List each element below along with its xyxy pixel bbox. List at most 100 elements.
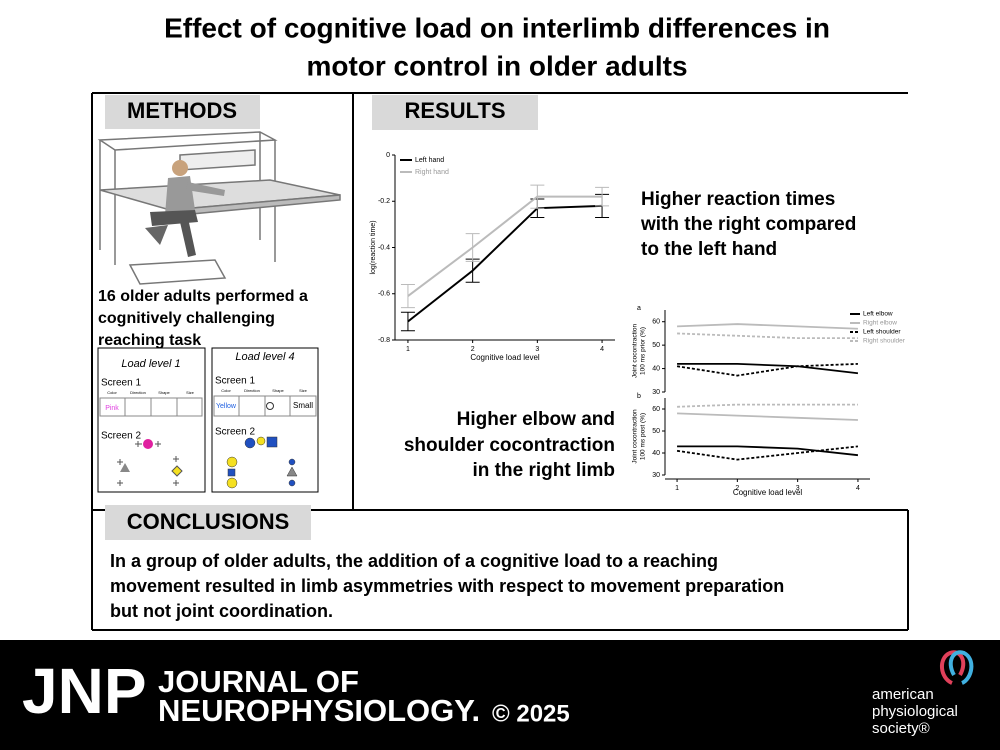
finding-text: shoulder cocontraction — [404, 435, 615, 456]
column-label: Shape — [272, 388, 284, 393]
cue: Small — [293, 401, 313, 410]
title: motor control in older adults — [306, 50, 687, 81]
y-axis-label: 100 ms post (%) — [640, 413, 647, 460]
y-axis-label: 100 ms prior (%) — [640, 327, 647, 375]
y-tick-label: 30 — [652, 472, 660, 479]
conclusion-text: movement resulted in limb asymmetries wi… — [110, 576, 784, 596]
legend-label: Left elbow — [863, 311, 893, 318]
panel-label: a — [637, 305, 641, 312]
data-line — [407, 204, 603, 323]
task-box — [211, 347, 319, 493]
legend-label: Left shoulder — [863, 329, 901, 336]
data-line — [677, 323, 858, 330]
y-axis-label: Joint cocontraction — [632, 409, 639, 464]
y-tick-label: 30 — [652, 389, 660, 396]
error-bar — [400, 311, 415, 332]
finding-text: in the right limb — [473, 460, 616, 481]
data-line — [677, 332, 858, 340]
screen-label: Screen 2 — [101, 431, 141, 442]
journal-name: JOURNAL OF — [158, 664, 359, 699]
task-title: Load level 4 — [235, 351, 294, 363]
cue: Pink — [105, 405, 119, 412]
person-illustration — [145, 160, 225, 257]
methods-text: cognitively challenging — [98, 310, 275, 327]
column-label: Size — [299, 388, 308, 393]
y-tick-label: 40 — [652, 450, 660, 457]
column-label: Direction — [244, 388, 260, 393]
journal-name: NEUROPHYSIOLOGY. — [158, 693, 480, 728]
x-tick-label: 1 — [675, 485, 679, 492]
x-tick-label: 4 — [856, 485, 860, 492]
x-tick-label: 2 — [471, 346, 475, 353]
x-tick-label: 1 — [406, 346, 410, 353]
legend-label: Left hand — [415, 157, 444, 164]
conclusion-text: but not joint coordination. — [110, 601, 333, 621]
x-tick-label: 4 — [600, 346, 604, 353]
error-bar — [595, 186, 610, 207]
results-heading: RESULTS — [404, 98, 505, 123]
y-tick-label: -0.8 — [378, 337, 390, 344]
y-axis-label: log(reaction time) — [370, 220, 377, 274]
error-bar — [465, 233, 480, 262]
x-tick-label: 3 — [796, 485, 800, 492]
x-axis-label: Cognitive load level — [733, 488, 803, 497]
error-bar — [530, 184, 545, 209]
task-panel: Load level 4 Screen 1 Color Direction Sh… — [211, 347, 319, 493]
column-label: Shape — [158, 390, 170, 395]
y-tick-label: 40 — [652, 365, 660, 372]
cue-grid — [213, 395, 317, 417]
finding-text: to the left hand — [641, 239, 777, 260]
y-tick-label: -0.4 — [378, 244, 390, 251]
data-line — [677, 403, 858, 408]
cue-shape — [266, 402, 274, 410]
column-label: Color — [107, 390, 117, 395]
screen-label: Screen 1 — [215, 376, 255, 387]
y-tick-label: 0 — [386, 152, 390, 159]
y-tick-label: -0.2 — [378, 198, 390, 205]
conclusions-heading: CONCLUSIONS — [127, 509, 290, 534]
year: © 2025 — [492, 700, 570, 727]
heading-box — [105, 505, 311, 540]
methods-text: reaching task — [98, 332, 201, 349]
panel-label: b — [637, 393, 641, 400]
journal-logo: JNP — [22, 655, 147, 727]
legend-label: Right hand — [415, 169, 449, 176]
methods-heading: METHODS — [127, 98, 237, 123]
heading-box — [372, 95, 538, 130]
column-label: Size — [186, 390, 195, 395]
data-line — [676, 445, 859, 461]
y-axis-label: Joint cocontraction — [632, 324, 639, 379]
y-tick-label: -0.6 — [378, 291, 390, 298]
y-tick-label: 60 — [652, 406, 660, 413]
finding-text: Higher reaction times — [641, 189, 835, 210]
methods-text: 16 older adults performed a — [98, 288, 308, 305]
cue: Yellow — [216, 403, 237, 410]
data-line — [407, 195, 603, 297]
data-line — [677, 362, 859, 375]
y-tick-label: 50 — [652, 428, 660, 435]
stimuli — [117, 439, 183, 486]
column-label: Color — [221, 388, 231, 393]
stimuli — [226, 436, 298, 489]
task-box — [97, 347, 206, 493]
conclusion-text: In a group of older adults, the addition… — [110, 551, 718, 571]
task-panel: Load level 1 Screen 1 Color Direction Sh… — [97, 347, 206, 493]
error-bar — [400, 284, 415, 309]
x-axis-label: Cognitive load level — [470, 353, 540, 362]
legend-label: Right shoulder — [863, 338, 906, 345]
data-line — [677, 412, 858, 421]
society-name: society® — [872, 720, 930, 737]
society-logo — [940, 650, 974, 685]
apparatus-illustration — [97, 131, 341, 285]
heading-box — [105, 95, 260, 129]
society-name: physiological — [872, 703, 958, 720]
finding-text: with the right compared — [640, 214, 856, 235]
society-name: american — [872, 686, 934, 703]
y-tick-label: 50 — [652, 342, 660, 349]
y-tick-label: 60 — [652, 319, 660, 326]
footer — [0, 640, 1000, 750]
task-title: Load level 1 — [121, 358, 180, 370]
column-label: Direction — [130, 390, 146, 395]
